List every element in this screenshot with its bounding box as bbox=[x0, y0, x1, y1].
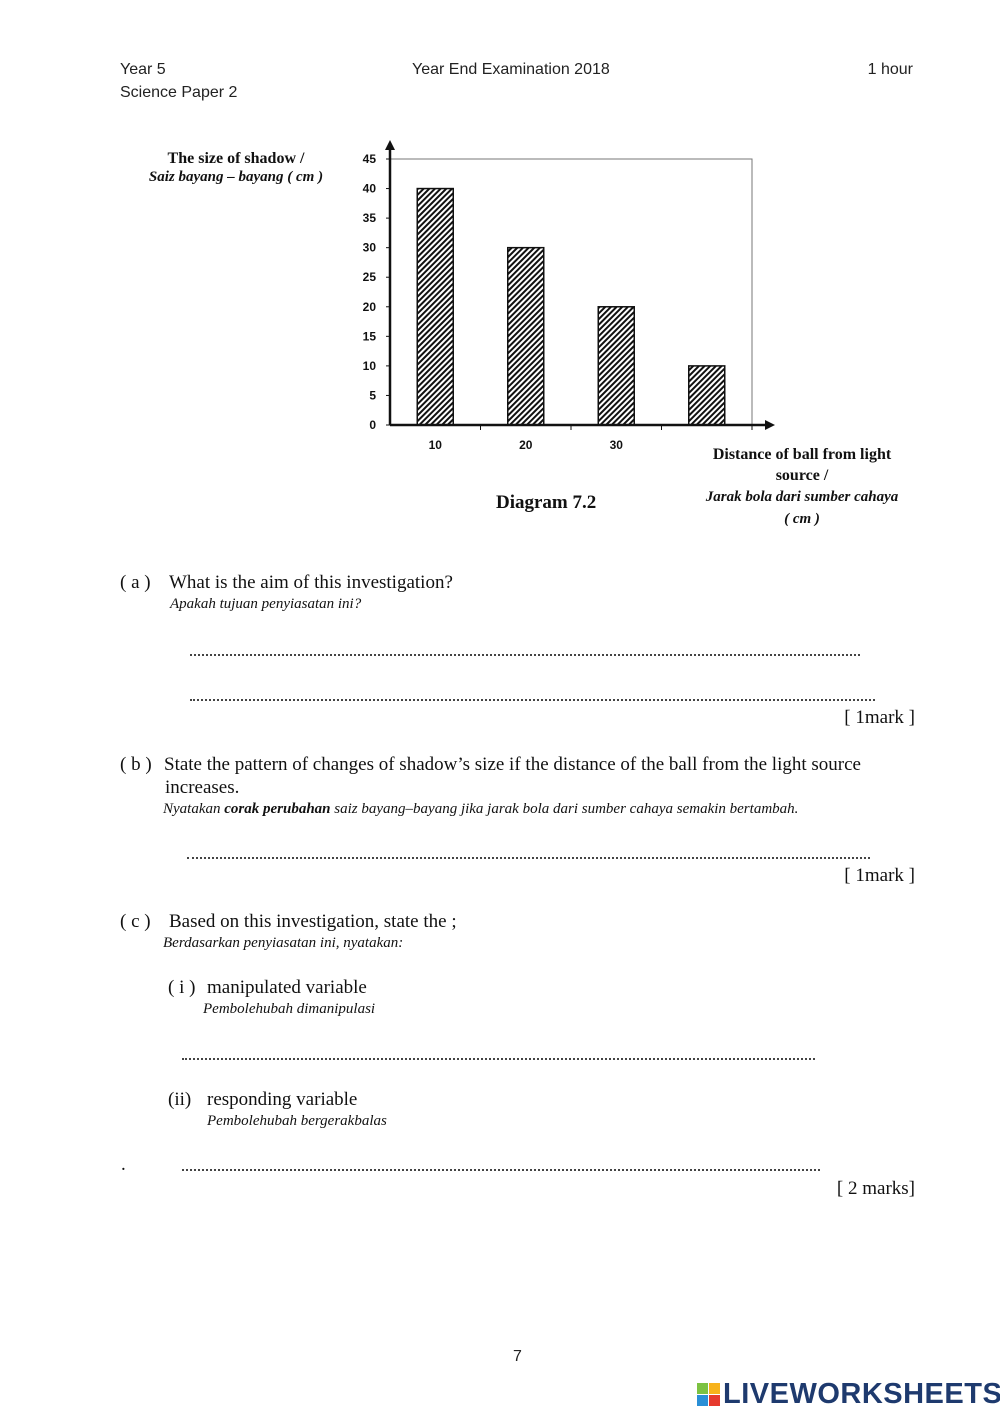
x-axis-label-ms-1: Jarak bola dari sumber cahaya bbox=[705, 489, 899, 505]
page-number: 7 bbox=[513, 1348, 522, 1365]
ms-pre: Nyatakan bbox=[163, 801, 225, 817]
header-duration: 1 hour bbox=[867, 61, 913, 78]
question-c-marks: [ 2 marks] bbox=[836, 1178, 915, 1199]
logo-text: LIVEWORKSHEETS bbox=[723, 1378, 1000, 1410]
x-tick-label: 10 bbox=[429, 438, 443, 452]
answer-c-i-line[interactable] bbox=[182, 1058, 815, 1060]
bar bbox=[507, 246, 545, 426]
bar bbox=[416, 187, 454, 426]
y-tick-label: 20 bbox=[363, 300, 377, 314]
y-tick-label: 45 bbox=[363, 152, 377, 166]
question-c-text: Based on this investigation, state the ; bbox=[169, 911, 457, 932]
liveworksheets-logo: LIVEWORKSHEETS bbox=[697, 1378, 1000, 1411]
y-axis-arrow bbox=[385, 140, 395, 150]
x-axis-label-en-1: Distance of ball from light bbox=[712, 446, 892, 463]
ms-bold: corak perubahan bbox=[224, 801, 331, 817]
bar-chart: 0 5 10 15 20 25 30 35 40 45 10 20 30 bbox=[363, 140, 775, 452]
y-axis-label: The size of shadow / Saiz bayang – bayan… bbox=[126, 150, 346, 186]
x-tick-label: 20 bbox=[519, 438, 533, 452]
question-c-ii-text-ms: Pembolehubah bergerakbalas bbox=[207, 1113, 387, 1129]
question-b-text-cont: increases. bbox=[165, 777, 240, 798]
question-c-i-text: manipulated variable bbox=[207, 977, 367, 998]
y-tick-label: 35 bbox=[363, 211, 377, 225]
chart-title: Diagram 7.2 bbox=[496, 492, 597, 513]
question-b-text-ms: Nyatakan corak perubahan saiz bayang–bay… bbox=[163, 801, 798, 818]
question-a-number: ( a ) bbox=[120, 572, 151, 593]
x-axis-arrow bbox=[765, 420, 775, 430]
y-axis-label-ms: Saiz bayang – bayang ( cm ) bbox=[148, 169, 324, 185]
question-c-i-number: ( i ) bbox=[168, 977, 196, 998]
y-tick-label: 30 bbox=[363, 241, 377, 255]
x-axis-label-en-2: source / bbox=[775, 467, 829, 484]
x-axis-label: Distance of ball from light source / Jar… bbox=[690, 444, 914, 530]
question-a-text: What is the aim of this investigation? bbox=[169, 572, 453, 593]
answer-b-line[interactable] bbox=[187, 857, 870, 859]
logo-badge-icon bbox=[697, 1383, 720, 1406]
question-c-ii-number: (ii) bbox=[168, 1089, 192, 1110]
header-exam-title: Year End Examination 2018 bbox=[412, 61, 610, 78]
y-tick-label: 40 bbox=[363, 182, 377, 196]
ms-post: saiz bayang–bayang jika jarak bola dari … bbox=[330, 801, 799, 817]
y-tick-label: 25 bbox=[363, 270, 377, 284]
header-year: Year 5 bbox=[120, 61, 166, 78]
answer-c-ii-line[interactable] bbox=[182, 1169, 820, 1171]
x-axis-label-ms-2: ( cm ) bbox=[784, 511, 820, 527]
y-tick-label: 10 bbox=[363, 359, 377, 373]
y-axis-label-en: The size of shadow / bbox=[167, 150, 305, 167]
y-tick-label: 5 bbox=[369, 388, 376, 402]
bar bbox=[688, 365, 726, 426]
question-c-ii-text: responding variable bbox=[207, 1089, 358, 1110]
question-c-i-text-ms: Pembolehubah dimanipulasi bbox=[203, 1001, 376, 1017]
bar bbox=[597, 306, 635, 426]
question-b-number: ( b ) bbox=[120, 754, 152, 775]
header-paper: Science Paper 2 bbox=[120, 84, 238, 101]
question-b-text: State the pattern of changes of shadow’s… bbox=[164, 754, 861, 775]
question-c-text-ms: Berdasarkan penyiasatan ini, nyatakan: bbox=[163, 935, 404, 951]
answer-a-line-1[interactable] bbox=[190, 654, 860, 656]
stray-dot: . bbox=[121, 1154, 126, 1175]
question-a-text-ms: Apakah tujuan penyiasatan ini? bbox=[170, 596, 362, 612]
question-b-marks: [ 1mark ] bbox=[844, 865, 915, 886]
y-tick-label: 0 bbox=[369, 418, 376, 432]
answer-a-line-2[interactable] bbox=[190, 699, 875, 701]
x-tick-label: 30 bbox=[610, 438, 624, 452]
question-a-marks: [ 1mark ] bbox=[844, 707, 915, 728]
question-c-number: ( c ) bbox=[120, 911, 151, 932]
y-tick-label: 15 bbox=[363, 329, 377, 343]
